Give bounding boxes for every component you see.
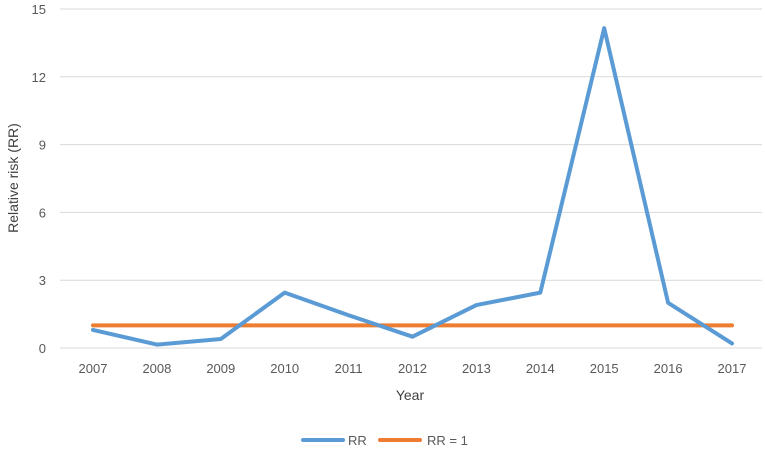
legend: RR RR = 1 bbox=[301, 433, 468, 448]
gridlines bbox=[60, 8, 762, 349]
legend-label: RR bbox=[348, 433, 367, 448]
x-tick-label: 2013 bbox=[462, 361, 491, 376]
y-tick-label: 12 bbox=[32, 70, 46, 85]
y-tick-label: 6 bbox=[39, 205, 46, 220]
x-tick-label: 2014 bbox=[526, 361, 555, 376]
series-lines bbox=[91, 26, 734, 347]
x-tick-label: 2016 bbox=[654, 361, 683, 376]
x-tick-label: 2011 bbox=[335, 361, 363, 376]
x-tick-label: 2007 bbox=[79, 361, 108, 376]
y-tick-label: 0 bbox=[39, 341, 46, 356]
x-tick-label: 2008 bbox=[142, 361, 171, 376]
x-tick-label: 2012 bbox=[398, 361, 427, 376]
x-tick-label: 2009 bbox=[206, 361, 235, 376]
x-axis-ticks: 2007 2008 2009 2010 2011 2012 2013 2014 2015 2016… bbox=[79, 361, 747, 376]
x-tick-label: 2015 bbox=[590, 361, 619, 376]
y-axis-title: Relative risk (RR) bbox=[5, 123, 21, 233]
legend-label: RR = 1 bbox=[427, 433, 468, 448]
y-tick-label: 9 bbox=[39, 138, 46, 153]
y-tick-label: 3 bbox=[39, 273, 46, 288]
y-axis-ticks: 0 3 6 9 12 15 bbox=[32, 2, 46, 356]
series-line-rr bbox=[91, 26, 734, 347]
y-tick-label: 15 bbox=[32, 2, 46, 17]
x-axis-title: Year bbox=[396, 387, 425, 403]
x-tick-label: 2017 bbox=[718, 361, 747, 376]
x-tick-label: 2010 bbox=[270, 361, 299, 376]
